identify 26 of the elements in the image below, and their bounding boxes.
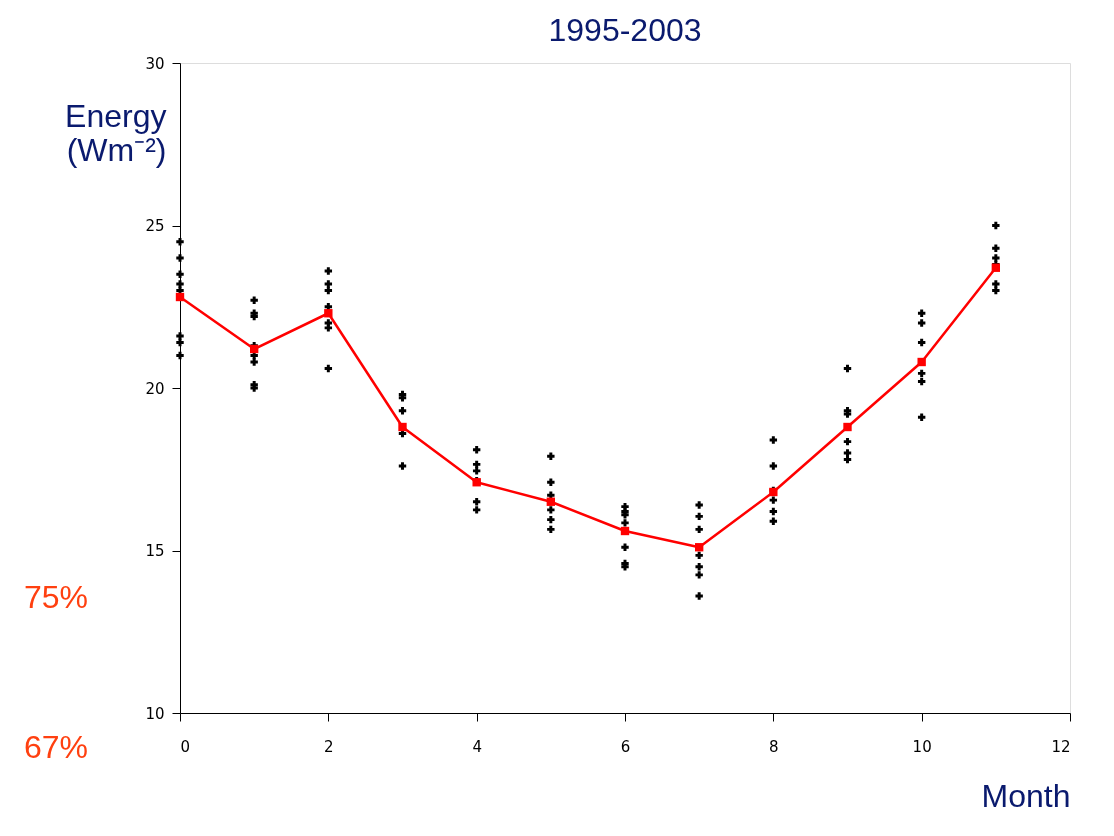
y-tick-label: 15 [145, 542, 165, 560]
chart-title: 1995-2003 [548, 12, 702, 48]
y-tick-label: 20 [145, 379, 165, 398]
point [546, 497, 556, 506]
x-tick-label: 2 [324, 737, 334, 756]
point [917, 357, 926, 367]
point [843, 422, 852, 432]
point [694, 543, 704, 552]
x-axis-title: Month [981, 777, 1071, 814]
x-tick-label: 8 [769, 737, 779, 756]
y-tick-label: 25 [145, 217, 165, 235]
text: 75% [23, 579, 88, 615]
x-tick-label: 0 [180, 737, 191, 756]
y-axis-title: Energy (Wm⁻²) [65, 97, 167, 168]
point [175, 292, 185, 302]
text: 67% [23, 729, 88, 765]
x-tick-label: 6 [620, 737, 631, 756]
point [324, 309, 333, 318]
x-tick-label: 12 [1051, 737, 1071, 756]
y-tick-label: 10 [145, 704, 165, 723]
x-tick-label: 4 [472, 737, 482, 756]
y-tick-label: 30 [145, 54, 165, 73]
point [398, 422, 407, 432]
point [249, 344, 259, 354]
point [620, 526, 630, 536]
x-tick-label: 10 [912, 737, 932, 756]
